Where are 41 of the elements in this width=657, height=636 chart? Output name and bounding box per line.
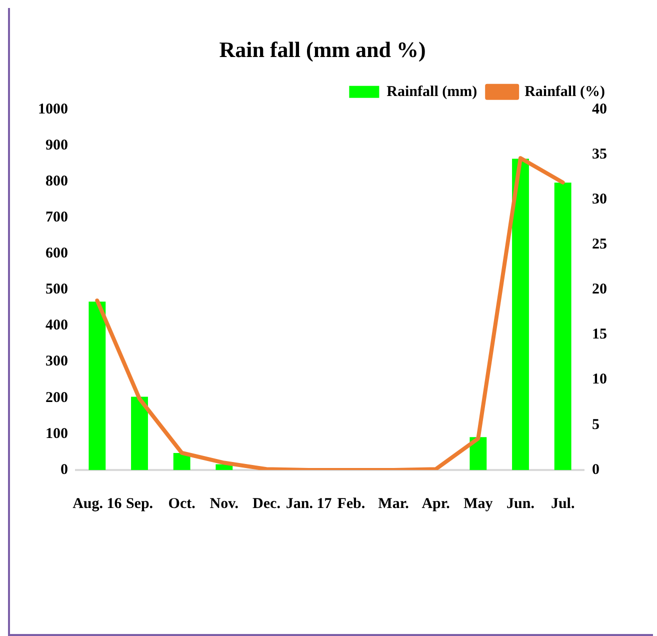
y2-tick-label: 0 xyxy=(592,462,600,478)
y-tick-label: 0 xyxy=(60,462,68,478)
bar xyxy=(512,158,529,470)
x-tick-label: Jun. xyxy=(506,496,535,512)
x-tick-label: Jan. 17 xyxy=(286,496,332,512)
y2-tick-label: 35 xyxy=(592,146,607,162)
y2-tick-label: 25 xyxy=(592,236,607,252)
bar xyxy=(173,453,190,470)
y2-tick-label: 10 xyxy=(592,372,607,388)
legend-label: Rainfall (mm) xyxy=(386,84,478,100)
y-tick-label: 1000 xyxy=(38,101,68,118)
y-tick-label: 900 xyxy=(46,137,68,154)
y-tick-label: 500 xyxy=(46,282,68,298)
y-tick-label: 800 xyxy=(46,173,68,190)
y-tick-label: 400 xyxy=(46,318,68,334)
y-tick-label: 700 xyxy=(46,209,68,226)
y2-tick-label: 30 xyxy=(592,191,607,208)
y-tick-label: 300 xyxy=(46,354,68,370)
y-tick-label: 100 xyxy=(46,426,68,442)
bar xyxy=(554,182,572,470)
y2-tick-label: 15 xyxy=(592,326,607,343)
bar xyxy=(131,396,148,470)
bar xyxy=(470,437,487,470)
x-tick-label: Mar. xyxy=(378,496,410,512)
x-tick-label: Sep. xyxy=(126,496,154,512)
x-tick-label: Aug. 16 xyxy=(72,496,122,512)
x-tick-label: Dec. xyxy=(252,496,281,512)
y-tick-label: 600 xyxy=(46,246,68,262)
x-tick-label: Nov. xyxy=(210,496,239,512)
x-tick-label: Apr. xyxy=(422,496,450,512)
y2-tick-label: 5 xyxy=(592,416,600,433)
x-tick-label: Jul. xyxy=(550,496,575,512)
y2-tick-label: 20 xyxy=(592,282,607,298)
bar xyxy=(88,302,106,470)
legend-label: Rainfall (%) xyxy=(524,84,606,100)
y2-tick-label: 40 xyxy=(592,101,607,118)
chart-title: Rain fall (mm and %) xyxy=(219,36,426,62)
x-tick-label: May xyxy=(464,496,494,512)
y-tick-label: 200 xyxy=(46,390,68,406)
x-tick-label: Feb. xyxy=(337,496,366,512)
x-tick-label: Oct. xyxy=(168,496,196,512)
